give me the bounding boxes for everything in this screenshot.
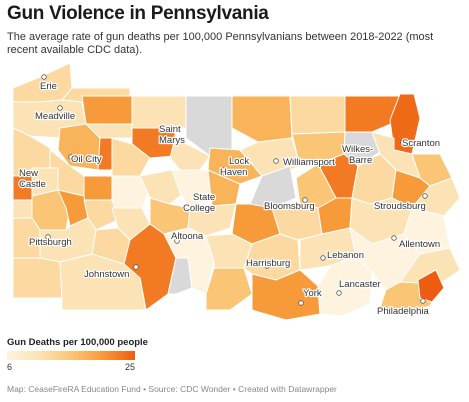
svg-text:Lebanon: Lebanon — [327, 250, 364, 261]
county[interactable] — [205, 267, 253, 311]
svg-text:Bloomsburg: Bloomsburg — [264, 201, 315, 212]
city-marker-lancaster[interactable]: Lancaster — [336, 278, 382, 296]
city-marker-pittsburgh[interactable]: Pittsburgh — [28, 234, 73, 249]
svg-text:Johnstown: Johnstown — [84, 269, 129, 280]
county[interactable] — [171, 169, 213, 209]
county[interactable] — [344, 95, 401, 133]
svg-text:Pittsburgh: Pittsburgh — [29, 237, 72, 248]
county[interactable] — [417, 269, 445, 303]
svg-text:Stroudsburg: Stroudsburg — [374, 201, 426, 212]
svg-text:Philadelphia: Philadelphia — [377, 306, 429, 317]
legend-min-label: 6 — [7, 362, 13, 372]
svg-text:Marys: Marys — [159, 135, 185, 146]
map-title: Gun Violence in Pennsylvania — [7, 3, 269, 24]
city-marker-wilkes-barre[interactable]: Wilkes-Barre — [341, 143, 375, 167]
county[interactable] — [131, 127, 176, 159]
county[interactable] — [111, 137, 151, 177]
svg-text:Harrisburg: Harrisburg — [246, 258, 290, 269]
svg-text:Lancaster: Lancaster — [339, 279, 381, 290]
county[interactable] — [399, 247, 461, 285]
svg-text:Haven: Haven — [220, 167, 247, 178]
county[interactable] — [317, 255, 373, 317]
svg-text:Altoona: Altoona — [171, 231, 204, 242]
county[interactable] — [12, 199, 33, 219]
county[interactable] — [289, 95, 346, 135]
county[interactable] — [12, 257, 63, 299]
svg-text:Erie: Erie — [40, 81, 57, 92]
county-layer — [12, 62, 461, 321]
legend-gradient-bar — [7, 351, 135, 360]
county[interactable] — [84, 123, 133, 139]
svg-text:Lock: Lock — [229, 156, 249, 167]
pennsylvania-map: Erie Meadville Saint Marys Oil City New Ca… — [0, 58, 469, 326]
county[interactable] — [207, 147, 263, 185]
county[interactable] — [231, 95, 293, 143]
svg-text:Wilkes-: Wilkes- — [342, 144, 373, 155]
city-marker-stroudsburg[interactable]: Stroudsburg — [373, 193, 428, 213]
county[interactable] — [83, 175, 113, 201]
svg-text:New: New — [19, 168, 38, 179]
map-subtitle: The average rate of gun deaths per 100,0… — [7, 31, 434, 56]
county[interactable] — [81, 95, 133, 125]
svg-text:Barre: Barre — [349, 155, 372, 166]
attribution-footer: Map: CeaseFireRA Education Fund • Source… — [7, 384, 337, 394]
county[interactable] — [411, 177, 461, 217]
svg-text:Saint: Saint — [159, 124, 181, 135]
county[interactable] — [249, 165, 297, 209]
city-marker-erie[interactable]: Erie — [39, 74, 58, 93]
city-marker-altoona[interactable]: Altoona — [170, 230, 205, 244]
svg-text:Oil City: Oil City — [71, 154, 102, 165]
city-marker-johnstown[interactable]: Johnstown — [83, 264, 139, 281]
svg-text:York: York — [303, 288, 322, 299]
legend-ticks: 6 25 — [7, 362, 135, 374]
legend-title: Gun Deaths per 100,000 people — [7, 337, 148, 348]
city-marker-philadelphia[interactable]: Philadelphia — [376, 298, 431, 318]
city-marker-oil-city[interactable]: Oil City — [68, 153, 103, 166]
svg-text:Williamsport: Williamsport — [283, 157, 335, 168]
city-marker-lebanon[interactable]: Lebanon — [320, 249, 365, 262]
city-marker-williamsport[interactable]: Williamsport — [273, 156, 336, 169]
city-marker-harrisburg[interactable]: Harrisburg — [245, 257, 292, 270]
city-marker-scranton[interactable]: Scranton — [400, 137, 441, 150]
svg-text:State: State — [193, 192, 215, 203]
city-marker-bloomsburg[interactable]: Bloomsburg — [263, 197, 316, 213]
county[interactable] — [83, 199, 119, 231]
county[interactable] — [59, 253, 147, 311]
legend-max-label: 25 — [124, 362, 135, 372]
svg-text:Allentown: Allentown — [399, 239, 440, 250]
svg-text:Meadville: Meadville — [35, 111, 75, 122]
city-marker-allentown[interactable]: Allentown — [391, 235, 441, 251]
city-marker-meadville[interactable]: Meadville — [34, 105, 76, 123]
svg-text:Castle: Castle — [19, 179, 46, 190]
color-legend: Gun Deaths per 100,000 people 6 25 — [7, 337, 167, 374]
city-marker-york[interactable]: York — [298, 287, 323, 306]
svg-text:Scranton: Scranton — [402, 138, 440, 149]
svg-text:College: College — [183, 203, 215, 214]
